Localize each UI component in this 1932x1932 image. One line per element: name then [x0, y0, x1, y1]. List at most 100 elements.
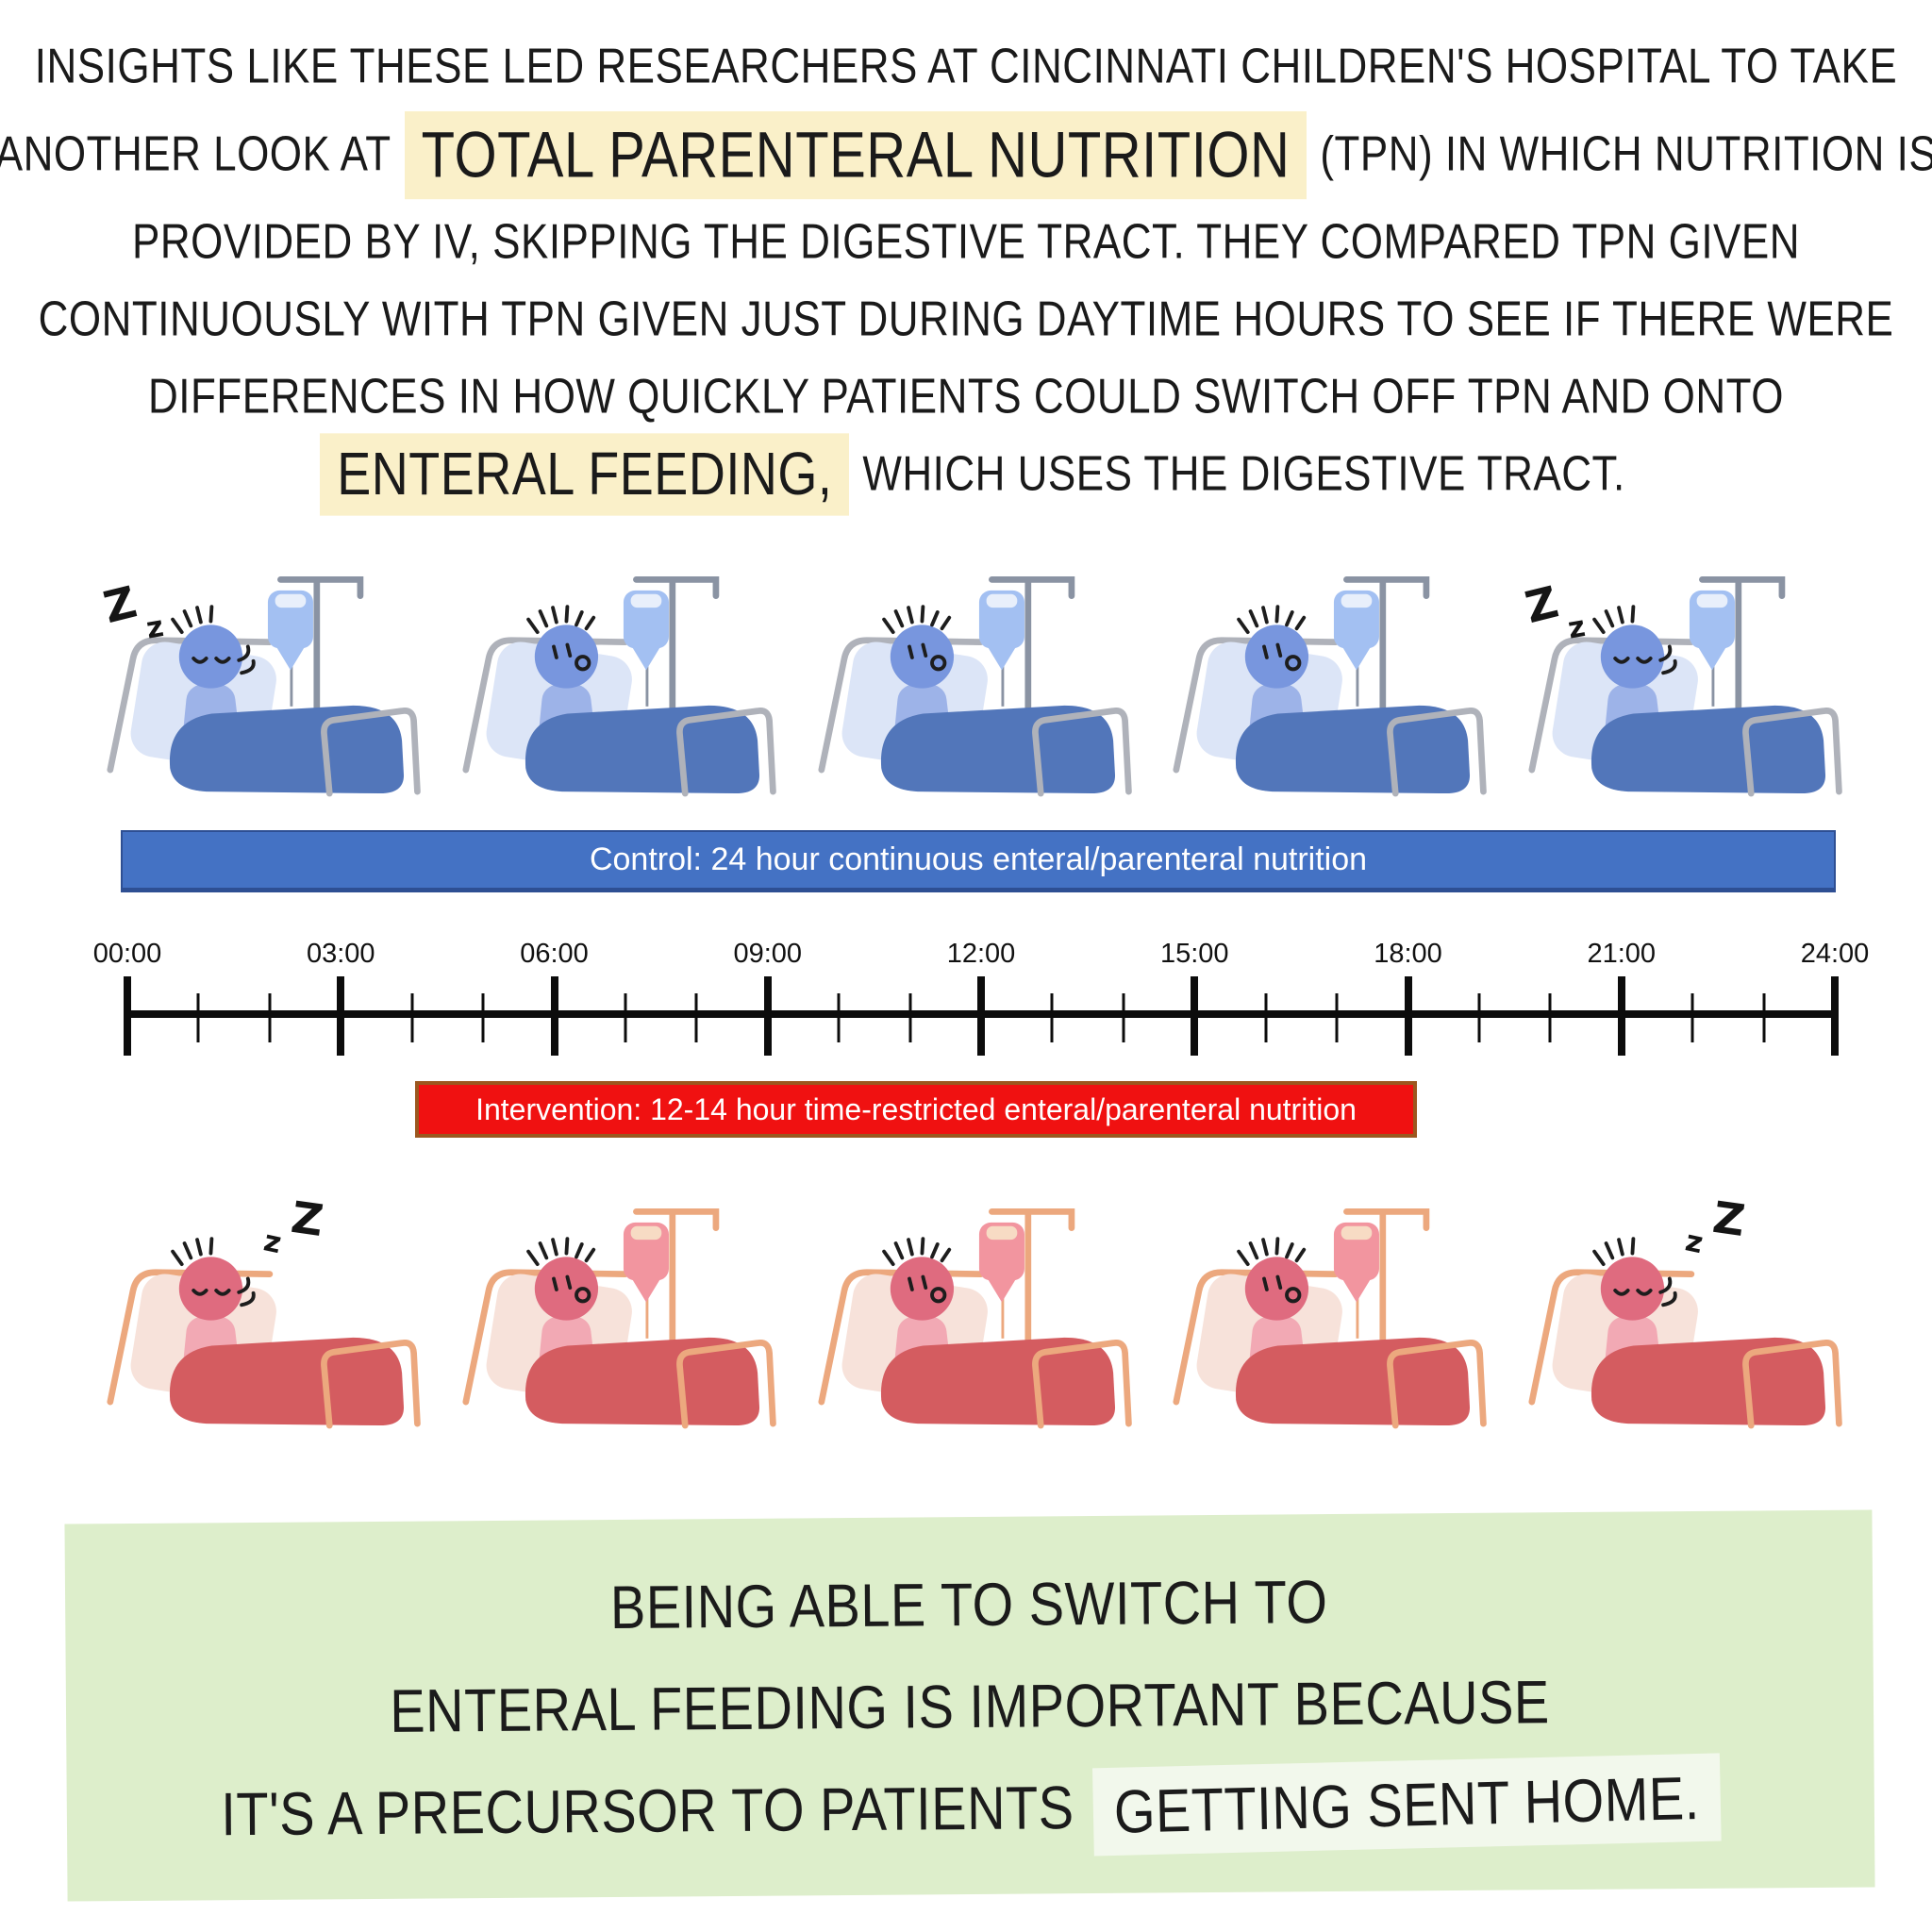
intro-text: CONTINUOUSLY WITH TPN GIVEN JUST DURING … — [38, 291, 1894, 347]
patient-head — [178, 1257, 243, 1321]
timeline-minor-tick — [1690, 993, 1694, 1042]
timeline-major-tick — [1404, 976, 1412, 1056]
headboard-outline — [462, 1269, 628, 1406]
intro-paragraph: INSIGHTS LIKE THESE LED RESEARCHERS AT C… — [0, 28, 1932, 516]
blanket — [880, 705, 1115, 794]
blanket — [880, 1337, 1115, 1426]
hair-icon — [881, 605, 924, 634]
timeline-minor-tick — [908, 993, 912, 1042]
awake-face-icon — [551, 1242, 595, 1304]
awake-face-icon — [907, 1242, 951, 1304]
timeline-major-tick — [977, 976, 985, 1056]
intro-line-6: ENTERAL FEEDING, WHICH USES THE DIGESTIV… — [42, 429, 1890, 521]
footboard-outline — [1031, 1340, 1132, 1429]
svg-text:z: z — [1683, 1224, 1707, 1260]
intro-text: PROVIDED BY IV, SKIPPING THE DIGESTIVE T… — [131, 214, 1801, 270]
intro-text: WHICH USES THE DIGESTIVE TRACT. — [862, 446, 1625, 502]
patient-head — [1245, 1257, 1309, 1321]
blanket — [1591, 705, 1826, 794]
control-banner: Control: 24 hour continuous enteral/pare… — [121, 830, 1836, 892]
timeline-minor-tick — [837, 993, 841, 1042]
hair-icon — [1237, 605, 1280, 634]
patient-head — [534, 1257, 598, 1321]
conclusion-box: BEING ABLE TO SWITCH TO ENTERAL FEEDING … — [64, 1509, 1875, 1902]
intervention-banner: Intervention: 12-14 hour time-restricted… — [415, 1081, 1417, 1138]
hair-icon — [881, 1237, 924, 1266]
blanket — [525, 705, 759, 794]
patient-head — [890, 625, 954, 689]
timeline-label: 15:00 — [1159, 939, 1229, 969]
timeline-major-tick — [124, 976, 131, 1056]
patient-head — [1600, 625, 1665, 689]
intro-line-4: CONTINUOUSLY WITH TPN GIVEN JUST DURING … — [39, 275, 1893, 366]
footboard-outline — [1742, 708, 1842, 797]
conclusion-text: IT'S A PRECURSOR TO PATIENTS — [220, 1772, 1074, 1848]
patient-head — [178, 625, 243, 689]
patient-bed-illustration — [817, 1208, 1132, 1429]
hair-icon — [1237, 1237, 1280, 1266]
hair-icon — [171, 1237, 214, 1266]
intro-line-2: ANOTHER LOOK AT TOTAL PARENTERAL NUTRITI… — [0, 97, 1932, 213]
blanket — [169, 1337, 405, 1426]
intervention-banner-label: Intervention: 12-14 hour time-restricted… — [475, 1091, 1357, 1126]
timeline-minor-tick — [1548, 993, 1552, 1042]
patient-bed-illustration — [462, 1208, 776, 1429]
footboard-outline — [1387, 1340, 1488, 1429]
iv-drip-icon — [978, 1208, 1074, 1344]
timeline-major-tick — [763, 976, 772, 1056]
timeline-minor-tick — [1122, 993, 1125, 1042]
timeline-minor-tick — [410, 993, 414, 1042]
timeline-major-tick — [1191, 976, 1199, 1056]
timeline-label: 18:00 — [1374, 939, 1442, 969]
footboard-outline — [321, 1340, 421, 1429]
timeline-minor-tick — [1477, 993, 1481, 1042]
iv-drip-icon — [1334, 576, 1430, 712]
hair-icon — [525, 605, 570, 634]
iv-drip-icon — [623, 1208, 720, 1344]
timeline-minor-tick — [624, 993, 627, 1042]
iv-drip-icon — [623, 576, 720, 712]
patient-bed-illustration — [817, 576, 1132, 797]
blanket — [525, 1337, 759, 1426]
headboard-outline — [462, 637, 628, 774]
patient-head — [890, 1257, 954, 1321]
svg-text:Z: Z — [98, 576, 142, 633]
highlight-getting-sent-home: GETTING SENT HOME. — [1091, 1752, 1722, 1856]
intro-text: (TPN) IN WHICH NUTRITION IS — [1320, 126, 1932, 182]
patient-head — [1245, 625, 1309, 689]
footboard-outline — [1387, 708, 1488, 797]
timeline-minor-tick — [1335, 993, 1339, 1042]
highlight-total-parenteral-nutrition: TOTAL PARENTERAL NUTRITION — [404, 110, 1307, 199]
patient-bed-illustration — [462, 576, 776, 797]
patient-bed-illustration — [1173, 1208, 1488, 1429]
hair-icon — [171, 605, 214, 634]
hair-icon — [525, 1237, 570, 1266]
intro-line-5: DIFFERENCES IN HOW QUICKLY PATIENTS COUL… — [42, 352, 1890, 443]
footboard-outline — [1742, 1340, 1842, 1429]
timeline-minor-tick — [196, 993, 200, 1042]
timeline-minor-tick — [1264, 993, 1268, 1042]
svg-text:Z: Z — [1709, 1191, 1748, 1246]
headboard-outline — [107, 1269, 274, 1406]
timeline-minor-tick — [1050, 993, 1054, 1042]
patient-bed-illustration — [1173, 576, 1488, 797]
timeline-minor-tick — [481, 993, 485, 1042]
headboard-outline — [817, 637, 984, 774]
timeline-label: 24:00 — [1800, 939, 1870, 969]
headboard-outline — [1528, 637, 1695, 774]
timeline-axis: 00:00 03:00 06:00 09:00 12:00 15:00 18:00 21:00… — [93, 939, 1869, 1066]
awake-face-icon — [1262, 1242, 1307, 1304]
blanket — [1591, 1337, 1826, 1426]
sleeping-face-icon — [192, 1276, 256, 1307]
control-banner-label: Control: 24 hour continuous enteral/pare… — [589, 841, 1368, 877]
